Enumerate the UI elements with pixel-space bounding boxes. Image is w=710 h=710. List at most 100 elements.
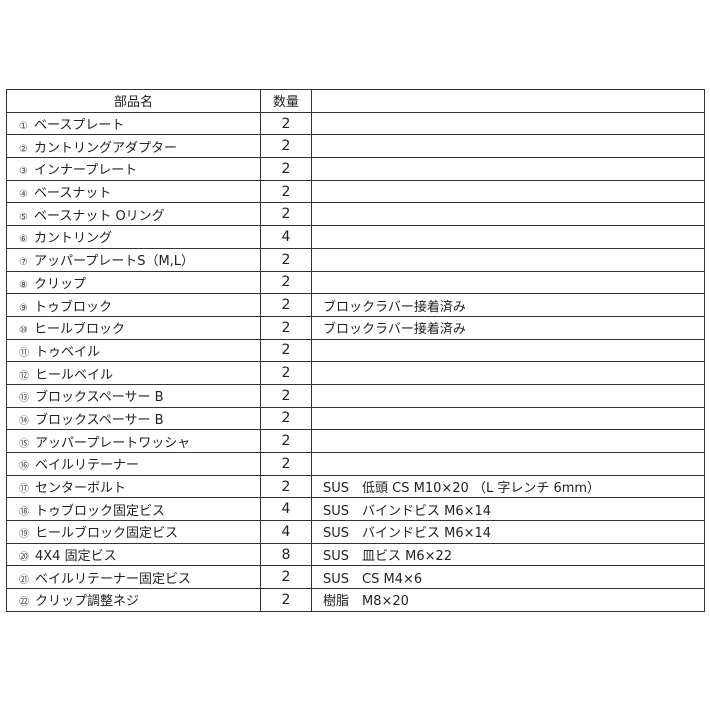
- quantity-cell: 2: [260, 452, 312, 476]
- part-name: アッパープレートワッシャ: [35, 435, 191, 451]
- note-cell: [311, 361, 705, 385]
- part-name-cell: ⑫ ヒールベイル: [6, 361, 261, 385]
- item-number: ①: [19, 121, 28, 133]
- part-name-cell: ⑩ ヒールブロック: [6, 315, 261, 340]
- quantity-cell: 4: [260, 520, 312, 544]
- table-row: ⑪ トゥベイル 2: [6, 338, 705, 363]
- quantity-cell: 2: [260, 293, 312, 317]
- note-cell: [311, 225, 705, 249]
- part-name-cell: ③ インナープレート: [6, 157, 261, 181]
- part-name: ヒールブロック: [33, 322, 125, 338]
- table-row: ⑱ トゥブロック固定ビス 4 SUS バインドビス M6×14: [6, 497, 705, 522]
- table-row: ② カントリングアダプター 2: [6, 134, 705, 159]
- part-name-cell: ⑨ トゥブロック: [6, 293, 261, 317]
- quantity-cell: 2: [260, 588, 312, 612]
- part-name-cell: ⑯ ベイルリテーナー: [6, 452, 261, 476]
- quantity-cell: 2: [260, 383, 312, 408]
- note-cell: ブロックラバー接着済み: [311, 315, 705, 340]
- part-name-cell: ⑬ ブロックスペーサー B: [6, 383, 261, 408]
- table-row: ⑲ ヒールブロック固定ビス 4 SUS バインドビス M6×14: [6, 520, 705, 544]
- part-name-cell: ⑲ ヒールブロック固定ビス: [6, 520, 261, 544]
- item-number: ⑥: [19, 234, 28, 246]
- quantity-cell: 2: [260, 565, 312, 590]
- note-cell: SUS バインドビス M6×14: [311, 520, 705, 544]
- item-number: ⑯: [19, 461, 29, 473]
- part-name: ブロックスペーサー B: [35, 412, 164, 428]
- item-number: ③: [19, 166, 28, 178]
- part-name-cell: ② カントリングアダプター: [6, 134, 261, 159]
- part-name-cell: ④ ベースナット: [6, 179, 261, 204]
- part-name: インナープレート: [33, 163, 138, 179]
- item-number: ④: [19, 189, 28, 201]
- note-cell: [311, 134, 705, 159]
- item-number: ⑬: [19, 393, 29, 405]
- quantity-cell: 2: [260, 338, 312, 363]
- table-row: ⑬ ブロックスペーサー B 2: [6, 383, 705, 408]
- part-name-cell: ⑥ カントリング: [6, 225, 261, 249]
- item-number: ⑱: [19, 506, 29, 518]
- item-number: ⑩: [19, 325, 28, 337]
- table-row: ⑰ センターボルト 2 SUS 低頭 CS M10×20 （L 字レンチ 6mm）: [6, 474, 705, 499]
- item-number: ㉑: [19, 574, 29, 586]
- item-number: ⑲: [19, 529, 29, 541]
- quantity-cell: 2: [260, 157, 312, 181]
- quantity-cell: 4: [260, 497, 312, 522]
- part-name: アッパープレートS（M,L）: [33, 254, 195, 270]
- part-name: ブロックスペーサー B: [35, 390, 164, 406]
- part-name: クリップ調整ネジ: [35, 594, 140, 610]
- item-number: ⑨: [19, 302, 28, 314]
- part-name: トゥベイル: [35, 344, 101, 360]
- table-row: ⑮ アッパープレートワッシャ 2: [6, 429, 705, 453]
- item-number: ⑪: [19, 347, 29, 359]
- part-name: ベイルリテーナー: [35, 458, 140, 474]
- note-cell: [311, 429, 705, 453]
- item-number: ⑮: [19, 438, 29, 450]
- part-name: センターボルト: [35, 481, 127, 497]
- note-cell: [311, 406, 705, 431]
- table-row: ⑩ ヒールブロック 2 ブロックラバー接着済み: [6, 315, 705, 340]
- item-number: ⑰: [19, 484, 29, 496]
- quantity-cell: 2: [260, 361, 312, 385]
- quantity-cell: 2: [260, 270, 312, 295]
- note-cell: [311, 270, 705, 295]
- quantity-cell: 2: [260, 474, 312, 499]
- quantity-cell: 2: [260, 406, 312, 431]
- note-cell: [311, 452, 705, 476]
- note-cell: [311, 111, 705, 136]
- table-row: ⑥ カントリング 4: [6, 225, 705, 249]
- note-cell: 樹脂 M8×20: [311, 588, 705, 612]
- note-cell: [311, 202, 705, 227]
- part-name: 4X4 固定ビス: [35, 549, 117, 565]
- part-name: ヒールブロック固定ビス: [35, 526, 179, 542]
- table-row: ⑦ アッパープレートS（M,L） 2: [6, 247, 705, 272]
- table-row: ⑭ ブロックスペーサー B 2: [6, 406, 705, 431]
- quantity-cell: 8: [260, 542, 312, 567]
- header-row: 部品名 数量: [6, 89, 705, 113]
- table-row: ⑤ ベースナット Oリング 2: [6, 202, 705, 227]
- quantity-cell: 4: [260, 225, 312, 249]
- table-row: ③ インナープレート 2: [6, 157, 705, 181]
- part-name-cell: ⑳ 4X4 固定ビス: [6, 542, 261, 567]
- quantity-cell: 2: [260, 247, 312, 272]
- header-quantity: 数量: [260, 89, 312, 113]
- note-cell: [311, 247, 705, 272]
- part-name: クリップ: [33, 276, 86, 292]
- part-name: ベイルリテーナー固定ビス: [35, 571, 192, 587]
- part-name-cell: ⑮ アッパープレートワッシャ: [6, 429, 261, 453]
- note-cell: SUS 低頭 CS M10×20 （L 字レンチ 6mm）: [311, 474, 705, 499]
- note-cell: SUS 皿ビス M6×22: [311, 542, 705, 567]
- quantity-cell: 2: [260, 111, 312, 136]
- part-name: ベースプレート: [33, 118, 125, 134]
- part-name-cell: ⑰ センターボルト: [6, 474, 261, 499]
- part-name-cell: ⑪ トゥベイル: [6, 338, 261, 363]
- item-number: ②: [19, 143, 28, 155]
- note-cell: SUS CS M4×6: [311, 565, 705, 590]
- quantity-cell: 2: [260, 179, 312, 204]
- part-name: カントリングアダプター: [33, 140, 177, 156]
- part-name-cell: ⑭ ブロックスペーサー B: [6, 406, 261, 431]
- part-name: ベースナット Oリング: [33, 208, 165, 224]
